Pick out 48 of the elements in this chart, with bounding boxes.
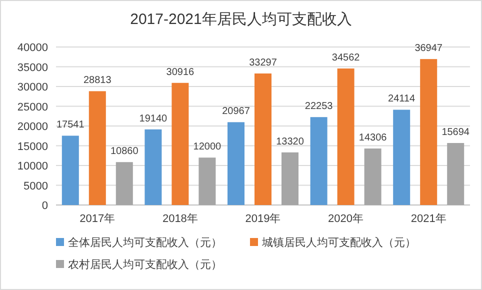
bar [393,110,410,205]
data-label: 22253 [304,101,334,112]
x-tick-label: 2018年 [162,213,198,225]
data-label: 13320 [276,136,304,148]
data-label: 24114 [388,94,416,105]
data-label: 36947 [414,43,443,54]
chart-title: 2017-2021年居民人均可支配收入 [130,11,352,28]
legend-label: 城镇居民人均可支配收入（元） [261,236,416,249]
y-tick-label: 15000 [17,140,48,153]
data-label: 19140 [139,113,168,124]
bar [420,59,438,205]
y-tick-label: 5000 [24,180,48,192]
data-label: 33297 [249,57,278,68]
x-tick-label: 2017年 [80,213,116,225]
legend-label: 全体居民人均可支配收入（元） [68,236,222,249]
x-tick-label: 2021年 [410,213,446,225]
bar [198,158,216,205]
bar [172,82,189,205]
x-tick-label: 2020年 [328,213,364,225]
y-tick-label: 20000 [17,121,48,133]
data-label: 12000 [193,142,222,153]
x-tick-label: 2019年 [245,213,281,225]
legend-label: 农村居民人均可支配收入（元） [68,258,222,271]
bar [88,91,106,205]
bar [116,162,133,205]
y-tick-label: 10000 [17,160,48,172]
data-label: 10860 [110,146,139,158]
data-label: 17541 [56,120,85,131]
bar [62,136,79,205]
data-label: 20967 [222,106,250,118]
bar [364,148,382,205]
y-tick-label: 25000 [17,101,48,114]
bar [337,68,354,205]
bar [228,122,244,205]
data-label: 34562 [332,52,360,64]
data-label: 15694 [442,127,470,138]
y-tick-label: 40000 [17,42,48,54]
data-label: 30916 [166,66,195,78]
bar [254,73,272,205]
bar [310,117,328,205]
y-tick-label: 0 [42,200,48,212]
bar [282,152,298,205]
data-label: 28813 [83,75,112,86]
bar [144,129,162,205]
y-tick-label: 30000 [17,82,48,94]
bar [447,143,464,205]
y-tick-label: 35000 [17,62,48,74]
data-label: 14306 [358,132,388,144]
